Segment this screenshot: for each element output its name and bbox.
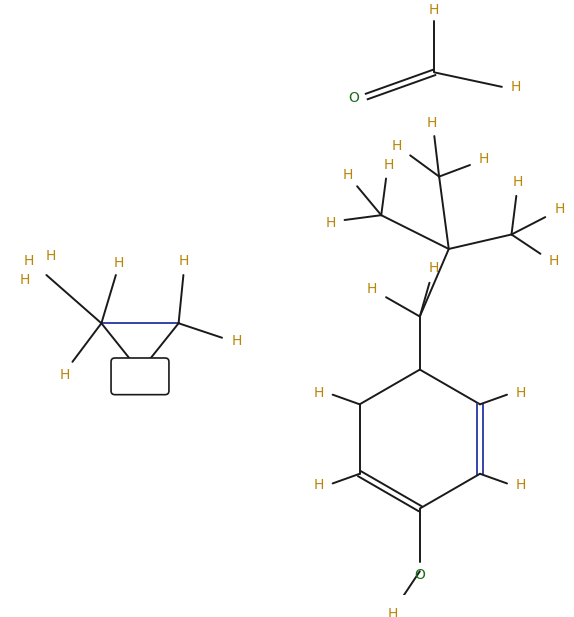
- Text: H: H: [426, 115, 437, 130]
- Text: H: H: [114, 257, 124, 270]
- Text: O: O: [348, 91, 359, 106]
- Text: H: H: [515, 478, 526, 492]
- Text: Abs: Abs: [129, 375, 152, 387]
- Text: H: H: [342, 168, 352, 181]
- Text: H: H: [387, 607, 398, 617]
- Text: O: O: [414, 568, 425, 582]
- FancyBboxPatch shape: [111, 358, 169, 395]
- Text: H: H: [366, 283, 377, 297]
- Text: H: H: [429, 2, 440, 17]
- Text: H: H: [326, 216, 336, 230]
- Text: H: H: [20, 273, 30, 287]
- Text: H: H: [513, 175, 523, 189]
- Text: H: H: [179, 254, 189, 268]
- Text: H: H: [428, 261, 439, 275]
- Text: H: H: [46, 249, 56, 263]
- Text: H: H: [60, 368, 70, 383]
- Text: H: H: [231, 334, 242, 347]
- Text: H: H: [314, 386, 324, 400]
- Text: H: H: [314, 478, 324, 492]
- Text: H: H: [549, 254, 559, 268]
- Text: H: H: [554, 202, 565, 217]
- Text: H: H: [510, 80, 521, 94]
- Text: H: H: [391, 139, 402, 152]
- Text: H: H: [384, 158, 394, 172]
- Text: H: H: [478, 152, 488, 166]
- Text: H: H: [24, 254, 34, 268]
- Text: H: H: [515, 386, 526, 400]
